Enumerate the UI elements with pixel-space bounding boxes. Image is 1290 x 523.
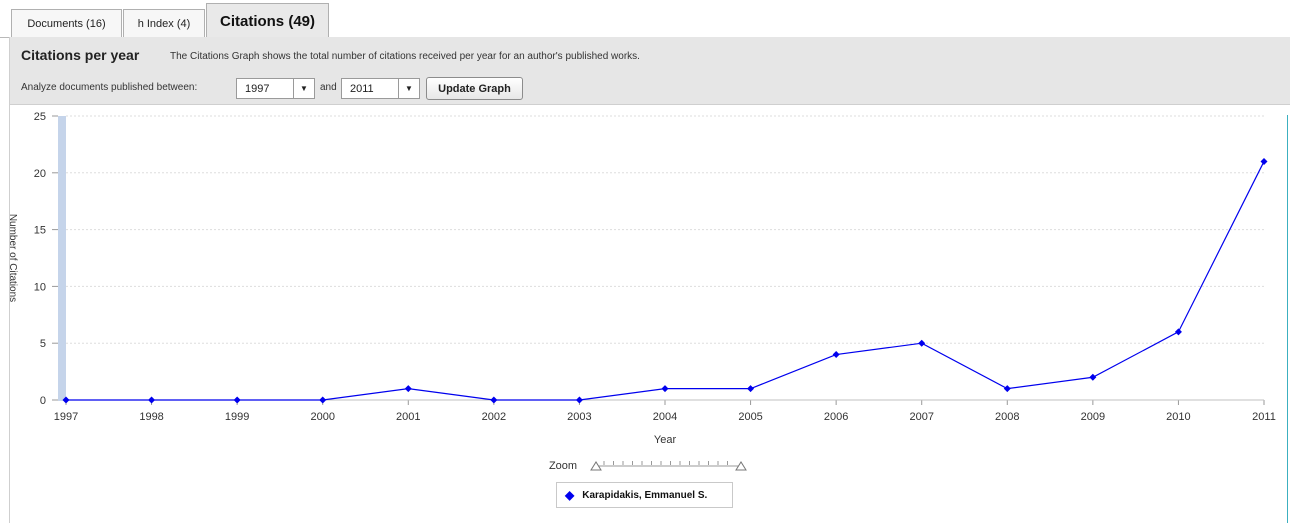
y-axis-label: Number of Citations <box>7 214 18 302</box>
diamond-icon: ◆ <box>565 488 575 502</box>
x-tick-label: 1999 <box>225 411 249 423</box>
x-tick-label: 1997 <box>54 411 78 423</box>
to-year-value: 2011 <box>350 82 374 95</box>
y-tick-label: 5 <box>40 338 46 350</box>
data-point[interactable] <box>832 351 840 359</box>
data-point[interactable] <box>918 339 926 347</box>
data-point[interactable] <box>747 385 755 393</box>
data-point[interactable] <box>148 396 156 404</box>
data-point[interactable] <box>661 385 669 393</box>
data-point[interactable] <box>1089 373 1097 381</box>
chart-scrollbar[interactable] <box>58 116 66 401</box>
zoom-handle-left[interactable] <box>590 461 602 471</box>
tab-bar: Documents (16) h Index (4) Citations (49… <box>0 0 1290 38</box>
series-line <box>66 161 1265 401</box>
zoom-slider[interactable] <box>590 461 747 471</box>
chart-legend: ◆ Karapidakis, Emmanuel S. <box>556 482 733 508</box>
chart-right-border <box>1287 115 1288 523</box>
data-point[interactable] <box>319 396 327 404</box>
tab-citations[interactable]: Citations (49) <box>206 3 329 38</box>
content-left-border <box>9 37 10 523</box>
tab-h-index[interactable]: h Index (4) <box>123 9 205 37</box>
y-tick-label: 10 <box>34 281 46 293</box>
panel-title: Citations per year <box>21 47 140 63</box>
x-tick-label: 2002 <box>482 411 506 423</box>
y-tick-label: 0 <box>40 395 46 407</box>
chevron-down-icon[interactable]: ▼ <box>398 79 419 98</box>
x-tick-label: 2008 <box>995 411 1019 423</box>
from-year-value: 1997 <box>245 82 270 95</box>
data-point[interactable] <box>1174 328 1182 336</box>
and-label: and <box>320 82 337 93</box>
from-year-select[interactable]: 1997 ▼ <box>236 78 315 99</box>
y-tick-label: 20 <box>34 168 46 180</box>
zoom-handle-right[interactable] <box>735 461 747 471</box>
data-point[interactable] <box>1260 157 1268 165</box>
x-tick-label: 2011 <box>1252 411 1276 423</box>
tab-documents[interactable]: Documents (16) <box>11 9 122 37</box>
citations-chart: 0 5 10 15 20 25 1997 1998 1999 2000 2001 2002 2003 2… <box>7 111 1276 472</box>
y-tick-label: 25 <box>34 111 46 123</box>
legend-series-name: Karapidakis, Emmanuel S. <box>582 489 708 501</box>
analyze-label: Analyze documents published between: <box>21 82 198 93</box>
data-point[interactable] <box>575 396 583 404</box>
chevron-down-icon[interactable]: ▼ <box>293 79 314 98</box>
x-tick-label: 2009 <box>1081 411 1105 423</box>
x-tick-label: 1998 <box>139 411 163 423</box>
y-tick-label: 15 <box>34 225 46 237</box>
x-tick-label: 2010 <box>1166 411 1190 423</box>
to-year-select[interactable]: 2011 ▼ <box>341 78 420 99</box>
data-point[interactable] <box>1003 385 1011 393</box>
data-point[interactable] <box>233 396 241 404</box>
zoom-label: Zoom <box>549 460 577 472</box>
x-tick-label: 2004 <box>653 411 677 423</box>
data-point[interactable] <box>404 385 412 393</box>
update-graph-button[interactable]: Update Graph <box>426 77 523 100</box>
x-tick-label: 2006 <box>824 411 848 423</box>
panel-description: The Citations Graph shows the total numb… <box>170 51 640 62</box>
x-tick-label: 2003 <box>567 411 591 423</box>
controls-panel: Citations per year The Citations Graph s… <box>10 37 1290 105</box>
x-axis-label: Year <box>654 434 677 446</box>
data-point[interactable] <box>490 396 498 404</box>
x-tick-label: 2005 <box>738 411 762 423</box>
data-point[interactable] <box>62 396 70 404</box>
x-tick-label: 2001 <box>396 411 420 423</box>
x-tick-label: 2000 <box>310 411 334 423</box>
x-tick-label: 2007 <box>909 411 933 423</box>
